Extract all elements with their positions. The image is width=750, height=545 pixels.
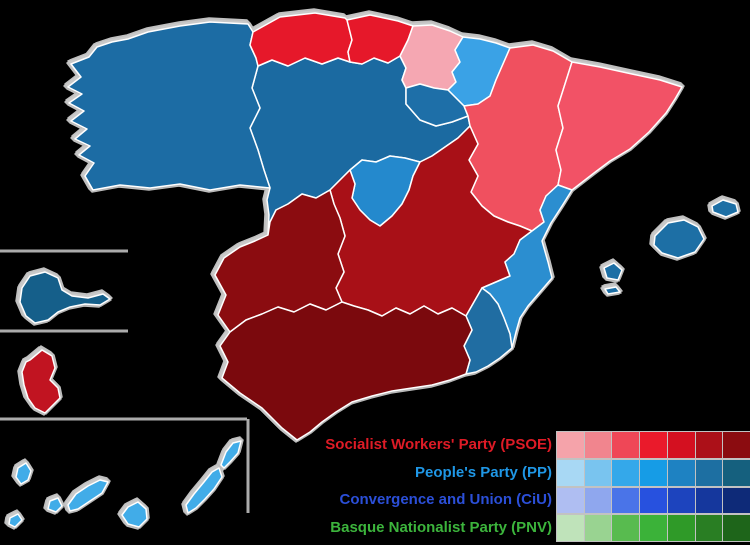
legend-swatch-pp-2 [584, 459, 612, 486]
legend-label-pp: People's Party (PP) [415, 463, 552, 481]
region-cantabria [346, 14, 414, 65]
region-gran-canaria [121, 501, 148, 528]
legend-swatch-psoe-5 [667, 432, 695, 458]
legend-swatch-pp-6 [695, 459, 723, 486]
region-basque-country [399, 24, 464, 91]
legend-label-ciu: Convergence and Union (CiU) [339, 491, 552, 509]
legend-swatch-pnv-1 [557, 515, 584, 541]
region-lanzarote [220, 440, 242, 469]
legend-swatch-pnv-3 [612, 515, 640, 541]
region-ibiza [603, 262, 623, 281]
legend-swatch-psoe-2 [584, 432, 612, 458]
region-fuerteventura [185, 467, 223, 514]
map-regions [8, 12, 739, 528]
legend-swatch-ciu-4 [640, 487, 667, 514]
legend-swatch-ciu-7 [723, 487, 750, 514]
legend-swatch-pp-3 [612, 459, 640, 486]
legend-swatch-pnv-5 [667, 515, 695, 541]
region-menorca [711, 199, 739, 218]
region-tenerife [67, 479, 109, 512]
legend-swatch-pp-7 [723, 459, 750, 486]
legend-label-pnv: Basque Nationalist Party (PNV) [330, 519, 552, 537]
region-mallorca [653, 219, 705, 259]
legend-swatch-ciu-6 [695, 487, 723, 514]
inset-border-lines [0, 249, 250, 513]
region-el-hierro [8, 513, 23, 528]
legend-swatch-psoe-3 [612, 432, 640, 458]
legend-swatch-psoe-1 [557, 432, 584, 458]
region-formentera [604, 286, 621, 295]
legend-swatch-pnv-6 [695, 515, 723, 541]
region-la-gomera [47, 497, 63, 513]
region-asturias [249, 12, 353, 67]
legend-swatch-ciu-5 [667, 487, 695, 514]
legend-swatch-grid [556, 431, 750, 542]
legend-swatch-pnv-4 [640, 515, 667, 541]
legend-swatch-ciu-2 [584, 487, 612, 514]
legend-swatch-pp-5 [667, 459, 695, 486]
legend-swatch-pp-4 [640, 459, 667, 486]
legend-swatch-psoe-6 [695, 432, 723, 458]
legend-swatch-ciu-3 [612, 487, 640, 514]
region-melilla [21, 349, 61, 414]
legend-swatch-pnv-2 [584, 515, 612, 541]
region-la-palma [15, 462, 32, 485]
region-catalonia [555, 61, 683, 191]
legend-label-psoe: Socialist Workers' Party (PSOE) [325, 436, 552, 453]
region-ceuta [19, 271, 111, 324]
legend-swatch-pnv-7 [723, 515, 750, 541]
legend-swatch-pp-1 [557, 459, 584, 486]
region-galicia [67, 21, 271, 191]
legend-swatch-psoe-7 [723, 432, 750, 458]
legend-swatch-ciu-1 [557, 487, 584, 514]
legend-swatch-psoe-4 [640, 432, 667, 458]
region-andalusia [219, 301, 473, 441]
